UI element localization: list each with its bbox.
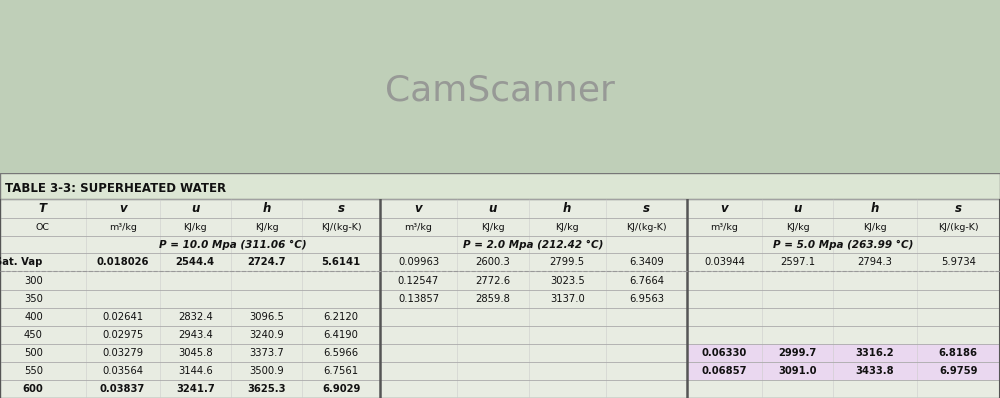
Text: 3240.9: 3240.9	[249, 330, 284, 340]
Text: CamScanner: CamScanner	[385, 73, 615, 107]
Text: 0.09963: 0.09963	[398, 258, 439, 267]
Text: T: T	[39, 202, 47, 215]
Text: 0.03837: 0.03837	[100, 384, 145, 394]
Text: 2772.6: 2772.6	[475, 275, 510, 285]
Text: 3625.3: 3625.3	[247, 384, 286, 394]
Text: 3023.5: 3023.5	[550, 275, 585, 285]
Text: KJ/(kg-K): KJ/(kg-K)	[321, 222, 361, 232]
Text: m³/kg: m³/kg	[405, 222, 432, 232]
Text: 500: 500	[24, 348, 43, 358]
Text: 2600.3: 2600.3	[475, 258, 510, 267]
Text: 0.018026: 0.018026	[96, 258, 149, 267]
Text: P = 10.0 Mpa (311.06 °C): P = 10.0 Mpa (311.06 °C)	[159, 240, 307, 250]
Text: 2859.8: 2859.8	[475, 294, 510, 304]
Text: 450: 450	[24, 330, 43, 340]
Text: 2794.3: 2794.3	[858, 258, 892, 267]
Text: 6.8186: 6.8186	[939, 348, 978, 358]
Text: 3096.5: 3096.5	[249, 312, 284, 322]
Text: m³/kg: m³/kg	[710, 222, 738, 232]
Text: u: u	[489, 202, 497, 215]
Text: KJ/(kg-K): KJ/(kg-K)	[938, 222, 979, 232]
Text: 6.7664: 6.7664	[629, 275, 664, 285]
Text: 5.6141: 5.6141	[321, 258, 361, 267]
Text: 0.12547: 0.12547	[398, 275, 439, 285]
Text: 350: 350	[24, 294, 43, 304]
Text: v: v	[119, 202, 126, 215]
Text: u: u	[191, 202, 199, 215]
Text: Sat. Vap: Sat. Vap	[0, 258, 43, 267]
Text: 3316.2: 3316.2	[856, 348, 894, 358]
Text: 2943.4: 2943.4	[178, 330, 213, 340]
Text: 0.03944: 0.03944	[704, 258, 745, 267]
Text: v: v	[415, 202, 422, 215]
Text: 6.4190: 6.4190	[324, 330, 359, 340]
Text: TABLE 3-3: SUPERHEATED WATER: TABLE 3-3: SUPERHEATED WATER	[5, 181, 226, 195]
Text: 5.9734: 5.9734	[941, 258, 976, 267]
Text: 3500.9: 3500.9	[249, 366, 284, 376]
Text: v: v	[721, 202, 728, 215]
Text: h: h	[871, 202, 879, 215]
Text: u: u	[793, 202, 802, 215]
Text: 300: 300	[24, 275, 43, 285]
Text: 2799.5: 2799.5	[550, 258, 585, 267]
Text: 6.9563: 6.9563	[629, 294, 664, 304]
Text: 600: 600	[22, 384, 43, 394]
Text: 3091.0: 3091.0	[778, 366, 817, 376]
Text: 3144.6: 3144.6	[178, 366, 213, 376]
Text: 3433.8: 3433.8	[856, 366, 894, 376]
Bar	[687, 362, 1000, 380]
Text: 3137.0: 3137.0	[550, 294, 585, 304]
Text: 2724.7: 2724.7	[247, 258, 286, 267]
Text: 3373.7: 3373.7	[249, 348, 284, 358]
Text: 6.5966: 6.5966	[324, 348, 359, 358]
Text: KJ/kg: KJ/kg	[183, 222, 207, 232]
Text: OC: OC	[36, 222, 50, 232]
Text: 2544.4: 2544.4	[176, 258, 215, 267]
Text: 0.13857: 0.13857	[398, 294, 439, 304]
Text: P = 5.0 Mpa (263.99 °C): P = 5.0 Mpa (263.99 °C)	[773, 240, 914, 250]
Bar	[687, 344, 1000, 362]
Text: 0.06330: 0.06330	[702, 348, 747, 358]
Text: KJ/kg: KJ/kg	[863, 222, 887, 232]
Text: 6.2120: 6.2120	[324, 312, 359, 322]
Text: 0.02975: 0.02975	[102, 330, 143, 340]
Text: KJ/kg: KJ/kg	[555, 222, 579, 232]
Text: 0.03564: 0.03564	[102, 366, 143, 376]
Text: 6.3409: 6.3409	[629, 258, 664, 267]
Text: 3241.7: 3241.7	[176, 384, 215, 394]
Text: P = 2.0 Mpa (212.42 °C): P = 2.0 Mpa (212.42 °C)	[463, 240, 604, 250]
Text: 400: 400	[24, 312, 43, 322]
Text: m³/kg: m³/kg	[109, 222, 137, 232]
Text: 0.06857: 0.06857	[702, 366, 747, 376]
Text: KJ/kg: KJ/kg	[255, 222, 278, 232]
Text: 6.7561: 6.7561	[324, 366, 359, 376]
Text: s: s	[643, 202, 650, 215]
Text: 550: 550	[24, 366, 43, 376]
Text: 2832.4: 2832.4	[178, 312, 213, 322]
Text: 6.9029: 6.9029	[322, 384, 360, 394]
Text: 0.03279: 0.03279	[102, 348, 143, 358]
Text: 6.9759: 6.9759	[939, 366, 978, 376]
Text: s: s	[338, 202, 345, 215]
Text: s: s	[955, 202, 962, 215]
Text: KJ/kg: KJ/kg	[481, 222, 505, 232]
Text: KJ/kg: KJ/kg	[786, 222, 809, 232]
Text: 0.02641: 0.02641	[102, 312, 143, 322]
Text: h: h	[563, 202, 571, 215]
Text: h: h	[262, 202, 271, 215]
Text: 3045.8: 3045.8	[178, 348, 213, 358]
Text: 2597.1: 2597.1	[780, 258, 815, 267]
Text: 2999.7: 2999.7	[778, 348, 817, 358]
Text: KJ/(kg-K): KJ/(kg-K)	[626, 222, 667, 232]
